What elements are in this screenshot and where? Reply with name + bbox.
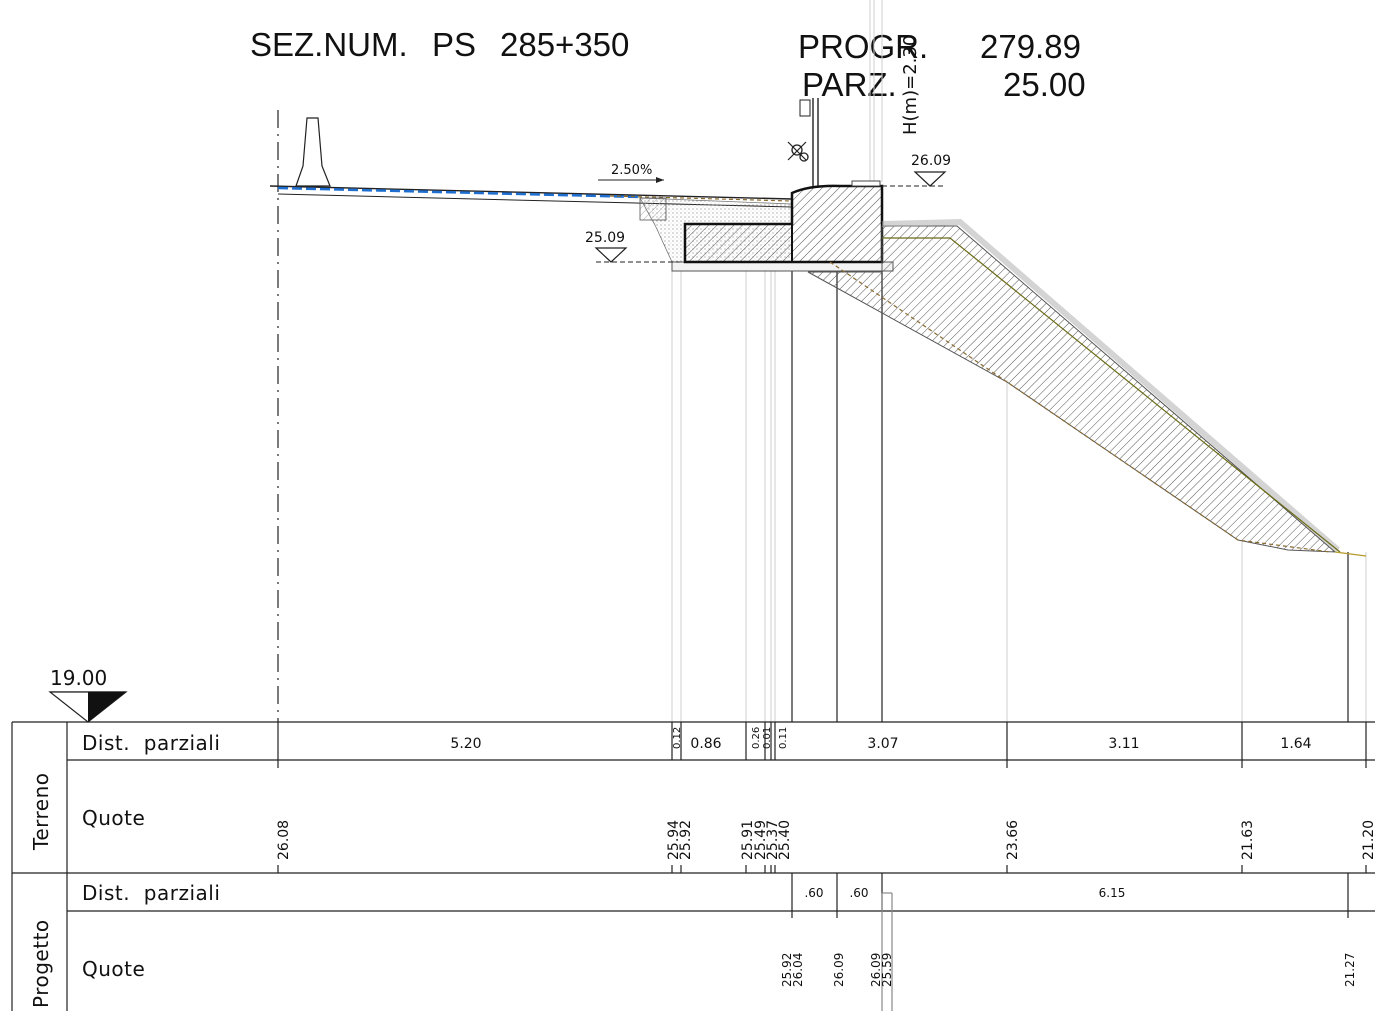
- section-label: SEZ.NUM.: [250, 26, 408, 63]
- svg-text:26.09: 26.09: [911, 153, 951, 169]
- guide-lines: [671, 0, 1367, 722]
- svg-text:19.00: 19.00: [50, 666, 107, 690]
- progetto-quote-cell: 26.09: [869, 953, 883, 987]
- section-value: 285+350: [500, 26, 630, 63]
- design-verticals: [791, 268, 1349, 722]
- parz-label: PARZ.: [802, 66, 897, 103]
- terreno-quote-cell: 21.20: [1361, 820, 1375, 860]
- terreno-dist-cell: 0.86: [690, 736, 721, 752]
- progetto-quote-values: 25.92 26.04 26.09 26.09 25.59 21.27: [780, 953, 1357, 987]
- terreno-dist-cell: 1.64: [1280, 736, 1311, 752]
- profile-table: [11, 721, 1375, 1011]
- terreno-quote-cell: 26.08: [276, 820, 292, 860]
- progetto-dist-cell: .60: [804, 886, 823, 900]
- terreno-quote-cell: 25.49: [753, 820, 769, 860]
- progetto-quote-cell: 26.09: [832, 953, 846, 987]
- svg-text:25.09: 25.09: [585, 230, 625, 246]
- terreno-quote-cell: 25.91: [740, 820, 756, 860]
- progetto-group-label: Progetto: [29, 919, 53, 1008]
- terreno-quote-values: 26.08 25.94 25.92 25.91 25.49 25.37 25.4…: [276, 820, 1375, 860]
- terreno-dist-cell: 5.20: [450, 736, 481, 752]
- progetto-quote-label: Quote: [82, 957, 145, 981]
- progetto-quote-cell: 21.27: [1343, 953, 1357, 987]
- svg-text:2.50%: 2.50%: [611, 163, 652, 178]
- drain-box: [639, 197, 667, 221]
- progetto-dist-label: Dist. parziali: [82, 881, 220, 905]
- level-marker-top: 26.09: [882, 153, 951, 187]
- progetto-quote-cell: 25.59: [880, 953, 894, 987]
- terreno-dist-cell: 3.07: [867, 736, 898, 752]
- ground-line: [829, 261, 1331, 553]
- height-label: H(m)=2.30: [900, 35, 921, 135]
- progetto-quote-cell: 25.92: [780, 953, 794, 987]
- terreno-quote-cell: 25.37: [765, 820, 781, 860]
- terreno-quote-label: Quote: [82, 806, 145, 830]
- progetto-dist-cell: 6.15: [1099, 886, 1126, 900]
- terreno-quote-cell: 21.63: [1240, 820, 1256, 860]
- terreno-dist-cell: 3.11: [1108, 736, 1139, 752]
- terreno-group-label: Terreno: [29, 773, 53, 852]
- section-code: PS: [432, 26, 477, 63]
- terreno-dist-cell: 0.01: [762, 727, 773, 749]
- terreno-dist-cell: 0.12: [672, 727, 683, 749]
- terreno-quote-cell: 25.94: [666, 820, 682, 860]
- terreno-dist-cell: 0.26: [751, 727, 762, 749]
- progetto-dist-cell: .60: [849, 886, 868, 900]
- progetto-quote-cell: 26.04: [791, 953, 805, 987]
- curb-cap: [851, 180, 881, 187]
- progr-value: 279.89: [980, 28, 1081, 65]
- terreno-quote-cell: 23.66: [1005, 820, 1021, 860]
- parz-value: 25.00: [1003, 66, 1086, 103]
- level-marker-bottom: 25.09: [585, 230, 680, 263]
- terreno-dist-cell: 0.11: [778, 727, 789, 749]
- retaining-wall: [683, 184, 884, 264]
- topsoil-line: [882, 237, 1341, 553]
- terreno-dist-label: Dist. parziali: [82, 731, 220, 755]
- slope-indicator: 2.50%: [598, 163, 664, 183]
- safety-barrier: [295, 117, 331, 187]
- lighting-pole: [787, 98, 819, 186]
- embankment-slope: [807, 225, 1337, 553]
- terreno-quote-cell: 25.92: [678, 820, 694, 860]
- progr-label: PROGR.: [798, 28, 929, 65]
- datum-marker: 19.00: [48, 666, 128, 723]
- foundation-slab: [671, 261, 894, 272]
- terreno-quote-cell: 25.40: [777, 820, 793, 860]
